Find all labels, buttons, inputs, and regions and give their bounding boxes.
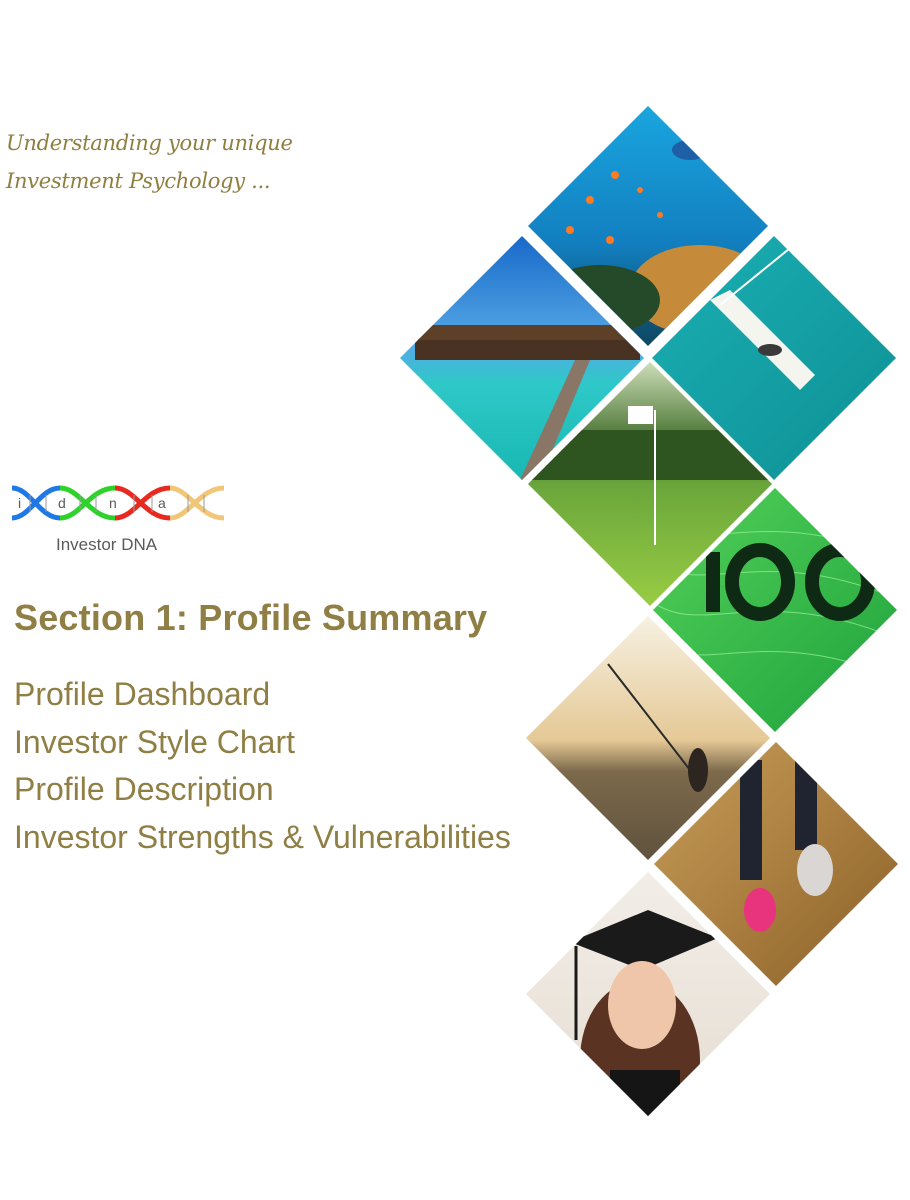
photo-tiles: [0, 0, 910, 1200]
